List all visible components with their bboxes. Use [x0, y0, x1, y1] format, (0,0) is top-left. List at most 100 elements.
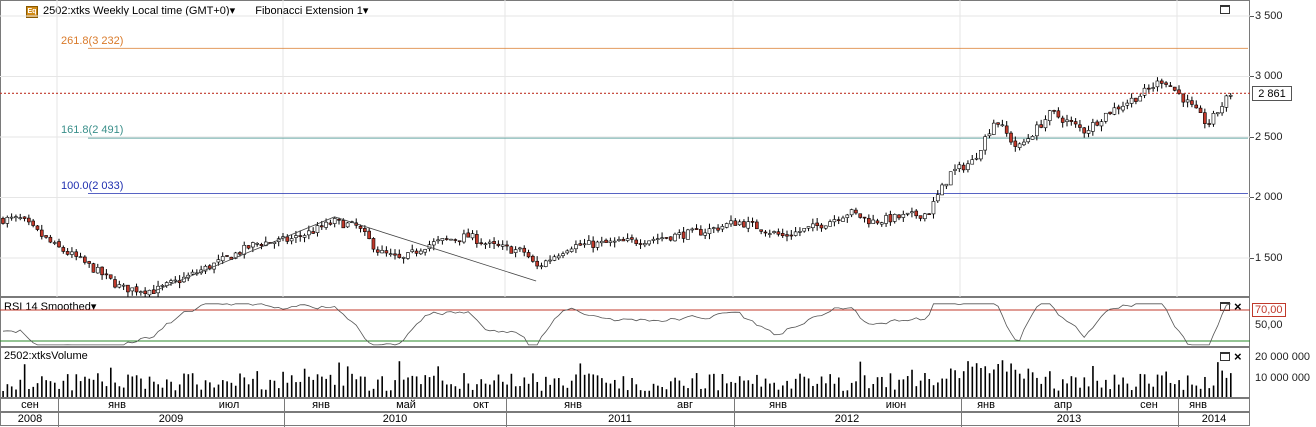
candle-body [328, 222, 333, 225]
volume-bar [941, 378, 943, 397]
candle-body [953, 168, 957, 171]
price-chart[interactable] [0, 0, 1250, 297]
candle-body [604, 239, 608, 243]
volume-bar [988, 373, 991, 397]
volume-bar [157, 384, 159, 397]
volume-bar [187, 374, 190, 397]
candle-body [638, 243, 643, 245]
candle-body [431, 241, 436, 246]
volume-bar [377, 379, 379, 397]
volume-bar [570, 380, 573, 397]
volume-pane-title[interactable]: 2502:xtksVolume [4, 350, 88, 362]
volume-bar [92, 379, 95, 397]
candle-body [1035, 124, 1039, 137]
volume-bar [635, 384, 638, 397]
candle-body [750, 221, 755, 223]
fib-label-261: 261.8(3 232) [61, 35, 124, 47]
volume-bar [165, 379, 168, 397]
candle-body [793, 231, 798, 236]
candle-body [543, 260, 548, 267]
volume-bar [945, 378, 948, 397]
volume-bar [135, 375, 138, 397]
volume-bar [549, 384, 551, 397]
candle-body [1030, 136, 1035, 140]
symbol-dropdown-icon[interactable]: ▾ [229, 5, 236, 17]
volume-bar [993, 369, 995, 397]
maximize-price-pane-icon[interactable] [1220, 5, 1230, 14]
volume-bar [148, 376, 151, 397]
volume-bar [476, 384, 478, 397]
candle-body [48, 236, 53, 243]
maximize-volume-pane-icon[interactable] [1220, 352, 1230, 361]
close-rsi-pane-icon[interactable]: × [1234, 299, 1242, 314]
candle-body [815, 222, 819, 226]
month-label: июл [218, 399, 240, 411]
rsi-level-70-label: 70,00 [1252, 303, 1286, 317]
candle-body [238, 252, 242, 255]
candle-body [1047, 110, 1052, 121]
volume-bar [213, 387, 215, 397]
volume-bar [881, 376, 883, 397]
candle-body [729, 220, 733, 225]
candle-body [147, 289, 152, 296]
candle-body [755, 221, 759, 230]
candle-body [470, 233, 475, 239]
volume-bar [88, 378, 91, 397]
candle-body [927, 213, 931, 216]
candle-body [651, 238, 656, 241]
candle-body [294, 235, 298, 238]
rsi-dropdown-icon[interactable]: ▾ [90, 301, 97, 313]
volume-bar [721, 373, 724, 397]
volume-bar [329, 374, 332, 397]
volume-bar [919, 380, 922, 397]
candle-body [737, 221, 742, 226]
candle-body [707, 228, 712, 235]
volume-bar [10, 386, 13, 397]
volume-bar [734, 382, 737, 397]
volume-bar [1139, 373, 1142, 397]
volume-chart[interactable] [0, 347, 1250, 398]
candle-body [1017, 143, 1022, 148]
month-label: янв [1189, 399, 1207, 411]
candle-body [311, 231, 315, 234]
price-pane-title[interactable]: 2502:xtks Weekly Local time (GMT+0)▾ Fib… [43, 4, 368, 17]
candle-body [625, 238, 630, 241]
volume-bar [1061, 379, 1064, 397]
candle-body [660, 237, 664, 240]
candle-body [513, 249, 518, 253]
volume-bar [247, 384, 250, 397]
candle-body [401, 257, 406, 259]
volume-bar [613, 379, 616, 397]
volume-bar [601, 378, 603, 397]
volume-bar [1027, 368, 1030, 397]
candle-body [591, 240, 595, 248]
volume-bar [1014, 369, 1017, 397]
time-axis[interactable]: сен янв июл янв май окт янв авг янв июн … [0, 398, 1316, 427]
indicator-title[interactable]: Fibonacci Extension 1 [255, 5, 363, 17]
volume-bar [1109, 389, 1111, 397]
volume-bar [497, 374, 500, 397]
candle-body [487, 241, 492, 244]
volume-bar [644, 390, 646, 397]
y-label: 1 500 [1255, 252, 1283, 264]
volume-bar [523, 377, 526, 397]
volume-bar [510, 373, 513, 397]
candle-body [83, 256, 87, 263]
candle-body [1052, 110, 1056, 112]
close-volume-pane-icon[interactable]: × [1234, 349, 1242, 364]
volume-bar [355, 379, 358, 397]
indicator-dropdown-icon[interactable]: ▾ [362, 5, 369, 17]
price-pane[interactable]: Eq 2502:xtks Weekly Local time (GMT+0)▾ … [0, 0, 1250, 297]
volume-bar [532, 373, 534, 397]
rsi-chart[interactable] [0, 297, 1250, 347]
volume-bar [506, 384, 508, 397]
volume-bar [937, 382, 939, 397]
candle-body [970, 159, 975, 165]
symbol-title[interactable]: 2502:xtks Weekly Local time (GMT+0) [43, 5, 230, 17]
candle-body [35, 225, 40, 230]
candle-body [104, 273, 109, 276]
volume-bar [415, 376, 418, 397]
volume-bar [1040, 383, 1043, 397]
volume-bar [682, 385, 685, 397]
candle-body [832, 219, 837, 223]
